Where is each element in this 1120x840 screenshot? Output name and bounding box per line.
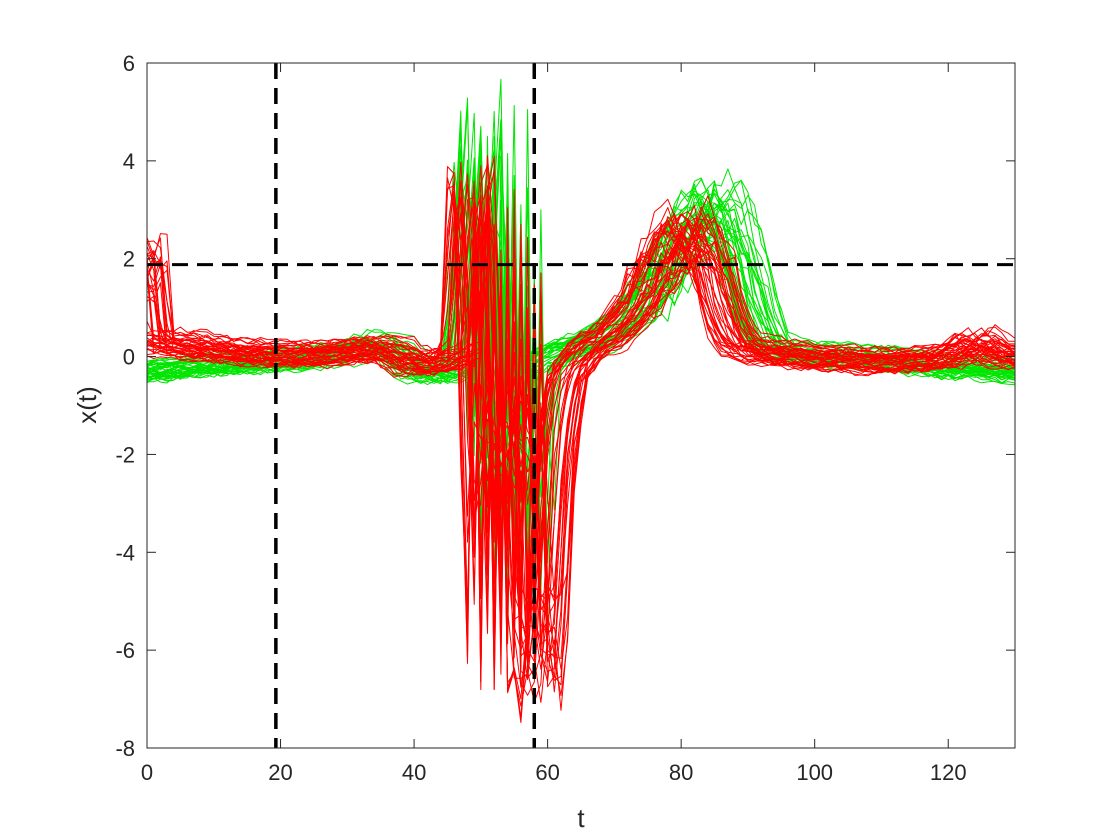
x-tick-label: 20 — [268, 760, 292, 785]
y-tick-label: 0 — [123, 345, 135, 370]
y-axis-label: x(t) — [72, 386, 102, 424]
x-tick-label: 120 — [930, 760, 967, 785]
y-tick-label: 6 — [123, 51, 135, 76]
series-line — [147, 134, 1015, 647]
x-tick-label: 80 — [669, 760, 693, 785]
series-line — [147, 155, 1015, 670]
axis-ticks: 0 20 40 60 80 100 120 -8 -6 -4 -2 0 2 4 6 — [115, 51, 1015, 785]
series-line — [147, 213, 1015, 629]
y-tick-label: -2 — [115, 442, 135, 467]
y-tick-label: -6 — [115, 638, 135, 663]
x-axis-label: t — [577, 803, 585, 833]
series-line — [147, 179, 1015, 707]
series-line — [147, 196, 1015, 602]
series-line — [147, 191, 1015, 688]
x-tick-label: 100 — [796, 760, 833, 785]
series-line — [147, 155, 1015, 659]
series-line — [147, 185, 1015, 688]
y-tick-label: -4 — [115, 540, 135, 565]
series-layer — [147, 78, 1015, 723]
series-line — [147, 168, 1015, 697]
x-tick-label: 60 — [535, 760, 559, 785]
series-line — [147, 192, 1015, 642]
plot-frame — [146, 62, 1016, 749]
x-tick-label: 0 — [141, 760, 153, 785]
y-tick-label: 4 — [123, 149, 135, 174]
y-tick-label: 2 — [123, 247, 135, 272]
series-line — [147, 210, 1015, 646]
y-tick-label: -8 — [115, 736, 135, 761]
series-line — [147, 194, 1015, 656]
series-line — [147, 200, 1015, 642]
x-tick-label: 40 — [402, 760, 426, 785]
reference-lines — [147, 63, 1015, 748]
